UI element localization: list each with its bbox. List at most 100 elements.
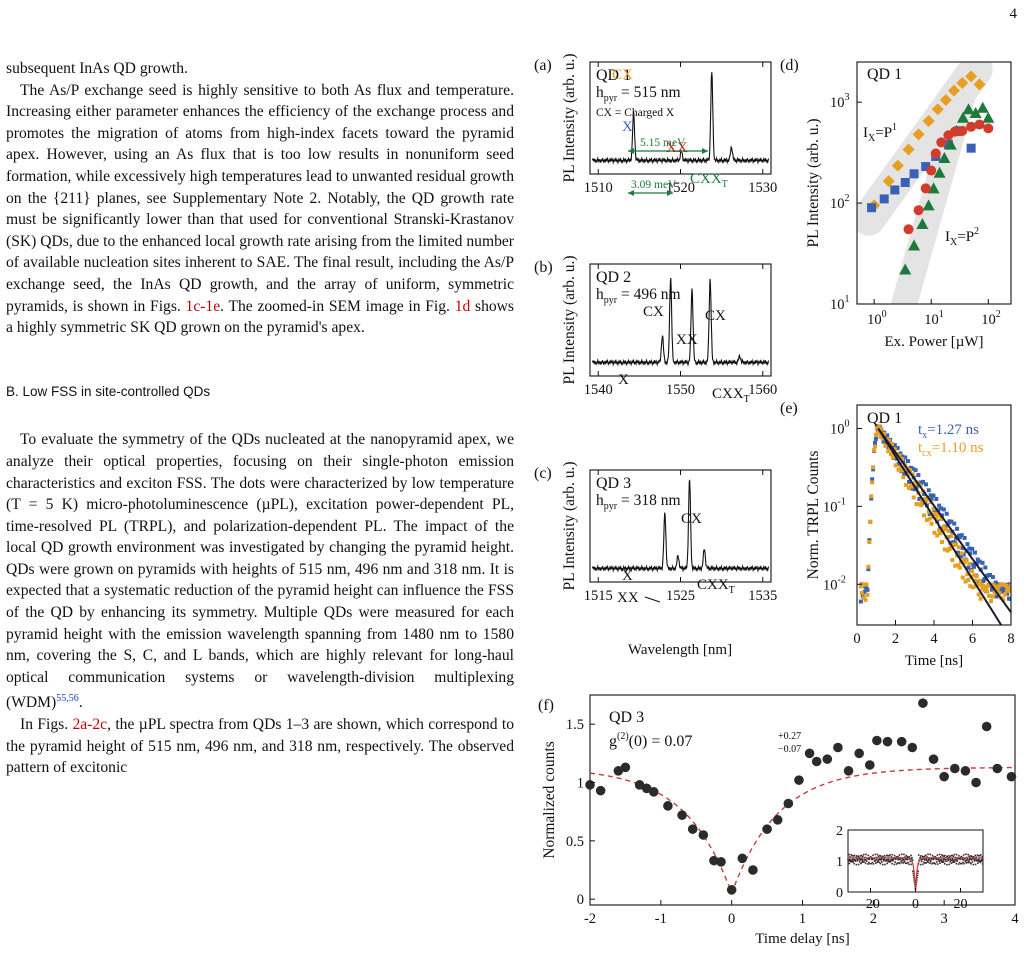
inset-point bbox=[905, 858, 908, 860]
inset-point bbox=[942, 858, 945, 861]
x-axis-tick-label: 1530 bbox=[748, 180, 777, 196]
inset-point bbox=[886, 854, 888, 857]
data-point-triangle bbox=[933, 166, 946, 178]
inset-point bbox=[965, 862, 968, 864]
inset-point bbox=[903, 860, 906, 863]
data-point-triangle bbox=[922, 199, 935, 211]
trpl-point bbox=[941, 524, 946, 529]
ref-fig-1d[interactable]: 1d bbox=[454, 297, 471, 315]
inset-point bbox=[874, 853, 877, 856]
data-point-circle bbox=[903, 224, 914, 235]
inset-point bbox=[976, 859, 979, 862]
trpl-point bbox=[939, 540, 944, 545]
y-tick-exp: 1 bbox=[845, 294, 850, 305]
inset-point bbox=[938, 860, 941, 862]
data-point-diamond bbox=[891, 159, 904, 172]
paragraph-3: In Figs. 2a-2c, the µPL spectra from QDs… bbox=[6, 714, 514, 779]
inset-point bbox=[925, 858, 928, 861]
trpl-point bbox=[906, 459, 911, 464]
inset-point bbox=[864, 862, 867, 865]
inset-point bbox=[969, 858, 972, 860]
trpl-point bbox=[924, 517, 929, 522]
inset-point bbox=[879, 862, 882, 865]
ref-fig-2a-2c[interactable]: 2a-2c bbox=[72, 716, 108, 734]
inset-point bbox=[898, 854, 901, 856]
trpl-point bbox=[900, 457, 905, 462]
trpl-point bbox=[862, 589, 867, 594]
inset-point bbox=[948, 863, 951, 866]
g2-data-point bbox=[811, 756, 822, 767]
inset-point bbox=[947, 858, 950, 861]
ref-fig-1c-1e[interactable]: 1c-1e bbox=[185, 297, 221, 315]
inset-point bbox=[976, 859, 978, 861]
g2-data-point bbox=[804, 748, 815, 759]
data-point-square bbox=[900, 177, 910, 187]
inset-point bbox=[978, 858, 980, 861]
data-point-triangle bbox=[976, 101, 989, 113]
inset-point bbox=[931, 854, 934, 857]
trpl-point bbox=[928, 493, 933, 498]
g2-data-point bbox=[939, 771, 949, 782]
inset-point bbox=[889, 860, 892, 863]
fit-label-linear: IX=P1 bbox=[863, 122, 897, 144]
inset-point bbox=[960, 855, 963, 858]
inset-point bbox=[901, 859, 904, 861]
g2-error-up: +0.27 bbox=[778, 731, 801, 742]
inset-point bbox=[913, 879, 916, 881]
g2-data-point bbox=[949, 763, 960, 774]
trpl-point bbox=[967, 546, 972, 551]
trpl-point bbox=[872, 444, 877, 449]
qd-label: QD 1 bbox=[867, 410, 902, 427]
inset-point bbox=[979, 861, 982, 864]
inset-point bbox=[849, 858, 852, 861]
citation-55-56[interactable]: 55,56 bbox=[56, 693, 79, 705]
inset-point bbox=[908, 863, 910, 866]
data-point-circle bbox=[930, 148, 941, 159]
trpl-point bbox=[871, 465, 876, 470]
inset-point bbox=[853, 862, 855, 865]
inset-point bbox=[941, 854, 943, 856]
inset-point bbox=[916, 874, 919, 877]
inset-point bbox=[932, 862, 934, 864]
data-point-diamond bbox=[912, 128, 925, 141]
trpl-point bbox=[972, 578, 977, 583]
fit-eq: =P bbox=[957, 229, 974, 245]
trpl-point bbox=[916, 473, 921, 478]
data-point-circle bbox=[966, 121, 977, 132]
trpl-point bbox=[960, 546, 965, 551]
y-tick-label: 103 bbox=[830, 92, 850, 111]
x-axis-tick-label: 1515 bbox=[584, 588, 613, 604]
trpl-point bbox=[866, 567, 871, 572]
inset-point bbox=[941, 861, 944, 863]
trpl-point bbox=[948, 545, 953, 550]
trpl-fit-line bbox=[877, 427, 1003, 625]
trpl-point bbox=[941, 507, 946, 512]
g2-value-label: g(2)(0) = 0.07 bbox=[609, 731, 692, 750]
data-point-circle bbox=[957, 125, 968, 136]
trpl-point bbox=[922, 491, 927, 496]
trpl-point bbox=[949, 534, 954, 539]
inset-point bbox=[898, 858, 900, 861]
inset-point bbox=[974, 854, 977, 857]
y-axis-label: PL Intensity (arb. u.) bbox=[805, 119, 822, 248]
inset-point bbox=[886, 859, 889, 861]
inset-point bbox=[874, 860, 876, 862]
inset-point bbox=[887, 858, 890, 861]
inset-point bbox=[867, 863, 869, 865]
t-sub: cx bbox=[922, 448, 931, 459]
inset-point bbox=[965, 853, 967, 856]
inset-point bbox=[883, 854, 886, 857]
g2-data-point bbox=[833, 742, 843, 753]
inset-point bbox=[931, 862, 934, 865]
inset-point bbox=[977, 862, 979, 864]
trpl-point bbox=[881, 439, 886, 444]
trpl-point bbox=[886, 449, 891, 454]
trpl-point bbox=[970, 568, 975, 573]
lifetime-cx-value: =1.10 ns bbox=[932, 440, 984, 456]
inset-point bbox=[867, 854, 870, 857]
inset-point bbox=[951, 861, 954, 863]
x-tick-label: 100 bbox=[867, 309, 887, 328]
inset-point bbox=[862, 853, 865, 856]
inset-point bbox=[904, 856, 906, 858]
x-axis-tick-label: 1510 bbox=[584, 180, 613, 196]
